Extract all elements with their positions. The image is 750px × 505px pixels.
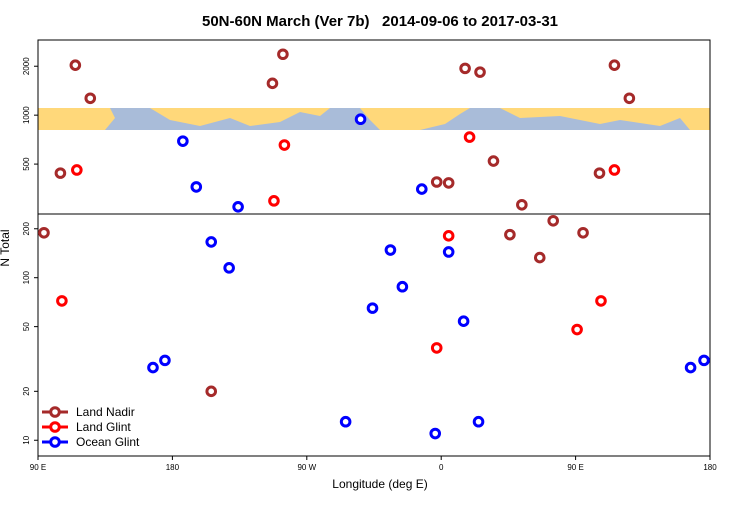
data-point: [608, 59, 621, 71]
data-point: [159, 354, 171, 367]
data-point: [205, 236, 218, 248]
data-point: [384, 244, 397, 256]
data-point: [430, 342, 443, 354]
data-point: [442, 230, 455, 242]
data-point: [278, 139, 291, 151]
data-point: [56, 295, 68, 307]
legend-marker: [49, 421, 61, 433]
data-point: [223, 262, 235, 274]
data-point: [277, 48, 289, 61]
data-point: [177, 135, 189, 147]
data-point: [623, 92, 636, 105]
x-tick-label: 90 E: [567, 463, 583, 472]
y-tick-label: 1000: [22, 106, 31, 124]
data-point: [396, 280, 409, 293]
plot-frame: [37, 39, 711, 457]
legend-label: Ocean Glint: [76, 435, 140, 449]
y-axis-label: N Total: [0, 229, 12, 266]
data-point: [339, 415, 352, 428]
data-point: [504, 228, 516, 241]
x-axis-label: Longitude (deg E): [332, 477, 427, 491]
data-point: [266, 77, 279, 90]
data-point: [571, 323, 583, 336]
data-point: [442, 246, 455, 258]
data-point: [487, 155, 500, 167]
data-point: [577, 226, 589, 239]
x-tick-label: 90 W: [297, 463, 316, 472]
data-point: [533, 251, 546, 264]
legend-marker: [49, 436, 61, 448]
data-point: [232, 201, 244, 213]
data-point: [268, 195, 280, 207]
data-point: [595, 295, 607, 307]
y-tick-label: 50: [22, 322, 31, 331]
y-tick-label: 200: [22, 222, 31, 236]
data-point: [608, 164, 621, 176]
data-point: [38, 226, 50, 239]
data-point: [429, 427, 442, 440]
data-point: [147, 361, 159, 374]
data-point: [684, 361, 697, 374]
data-point: [415, 183, 428, 195]
data-point: [463, 131, 476, 143]
data-point: [354, 113, 367, 126]
legend-label: Land Nadir: [76, 405, 135, 419]
data-point: [593, 167, 606, 179]
data-point: [547, 214, 560, 227]
y-tick-label: 20: [22, 386, 31, 395]
data-point: [69, 59, 82, 71]
y-tick-label: 2000: [22, 57, 31, 75]
data-point: [84, 92, 97, 105]
y-tick-label: 500: [22, 157, 31, 171]
data-point: [474, 66, 486, 78]
chart-title: 50N-60N March (Ver 7b) 2014-09-06 to 201…: [202, 13, 558, 30]
data-point: [190, 181, 203, 193]
data-point: [472, 415, 485, 428]
data-point: [366, 302, 379, 314]
x-tick-label: 180: [703, 463, 717, 472]
data-point: [698, 354, 710, 367]
legend-marker: [49, 406, 61, 418]
y-tick-label: 10: [22, 435, 31, 444]
x-tick-label: 0: [439, 463, 444, 472]
data-point: [205, 385, 218, 398]
data-point: [71, 164, 83, 176]
x-tick-label: 180: [166, 463, 180, 472]
map-strip: [38, 108, 710, 130]
data-point: [457, 315, 470, 328]
data-point: [516, 198, 528, 211]
x-tick-label: 90 E: [30, 463, 46, 472]
legend-label: Land Glint: [76, 420, 131, 434]
y-tick-label: 100: [22, 270, 31, 284]
data-point: [442, 177, 455, 189]
data-point: [430, 176, 443, 188]
data-point: [459, 62, 471, 75]
data-point: [54, 167, 67, 179]
